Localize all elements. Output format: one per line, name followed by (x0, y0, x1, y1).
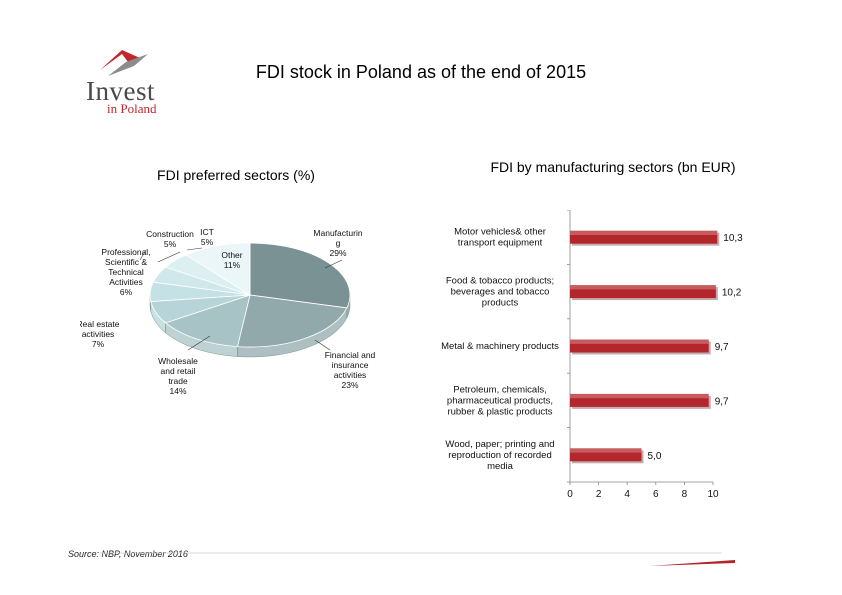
pie-chart-title: FDI preferred sectors (%) (157, 167, 315, 183)
pie-label-ict: ICT 5% (200, 227, 214, 247)
bar-x-tick-label: 8 (682, 489, 688, 500)
pie-leader-line (324, 259, 343, 269)
bar-value-label: 9,7 (715, 396, 729, 407)
pie-leader-line (314, 339, 331, 351)
bar-category-label: Petroleum, chemicals, pharmaceutical prod… (447, 384, 553, 417)
bar-1 (570, 230, 718, 244)
bar-highlight (570, 393, 709, 399)
bar-value-label: 9,7 (715, 342, 729, 353)
bar-x-tick-label: 2 (596, 489, 602, 500)
bar-2 (570, 285, 716, 299)
pie-leader-line (187, 335, 211, 351)
pie-leader-line (186, 247, 203, 251)
bar-category-label: Wood, paper; printing and reproduction of… (445, 439, 554, 472)
bar-5 (570, 448, 642, 462)
bar-value-label: 5,0 (648, 451, 662, 462)
pie-leader-line (157, 251, 181, 263)
pie-slice-other (185, 242, 251, 296)
bar-category-label: Food & tobacco products; beverages and to… (446, 276, 554, 309)
bar-highlight (570, 285, 716, 290)
logo-swoosh-icon (100, 50, 148, 76)
pie-label-wholesale: Wholesale and retail trade 14% (158, 356, 198, 396)
bar-x-tick-label: 10 (707, 489, 719, 500)
bar-highlight (570, 448, 642, 453)
logo-word: Invest (86, 76, 155, 106)
bar-highlight (570, 230, 718, 236)
pie-label-other: Other 11% (221, 250, 242, 270)
bar-x-tick-label: 4 (624, 489, 630, 500)
pie-label-financial: Financial and insurance activities 23% (325, 350, 376, 390)
bar-highlight (570, 339, 709, 344)
source-note: Source: NBP, November 2016 (68, 549, 188, 559)
bar-3 (570, 339, 709, 353)
pie-label-professional: Professional, Scientific & Technical Activi… (101, 247, 150, 297)
pie-leader-line (139, 249, 147, 261)
pie-slice-financial-and-insurance-activities (236, 294, 348, 348)
bar-chart: 0 2 4 6 8 10 10,3 Motor vehicles& other transpor… (441, 210, 743, 500)
logo-sub: in Poland (107, 101, 157, 116)
bar-chart-title: FDI by manufacturing sectors (bn EUR) (490, 159, 736, 175)
pie-leader-lines (139, 247, 343, 351)
bar-category-label: Motor vehicles& other transport equipment (454, 227, 546, 249)
pie-label-construction: Construction 5% (146, 229, 194, 249)
bar-value-label: 10,3 (723, 233, 743, 244)
invest-in-poland-logo: Invest in Poland (78, 40, 168, 120)
bar-x-tick-label: 0 (567, 489, 573, 500)
pie-slice-manufacturing (249, 242, 351, 309)
bar-value-label: 10,2 (722, 288, 742, 299)
pie-chart: Manufacturin g 29% Financial and insurance ac… (80, 227, 376, 396)
page-title: FDI stock in Poland as of the end of 201… (255, 62, 587, 82)
bar-category-label: Metal & machinery products (441, 341, 559, 352)
bar-x-tick-label: 6 (653, 489, 659, 500)
pie-slice-wholesale-and-retail-trade (164, 294, 251, 348)
pie-label-realestate: Real estate activities 7% (80, 319, 120, 349)
pie-label-manufacturing: Manufacturin g 29% (313, 228, 362, 258)
bar-4 (570, 393, 709, 407)
